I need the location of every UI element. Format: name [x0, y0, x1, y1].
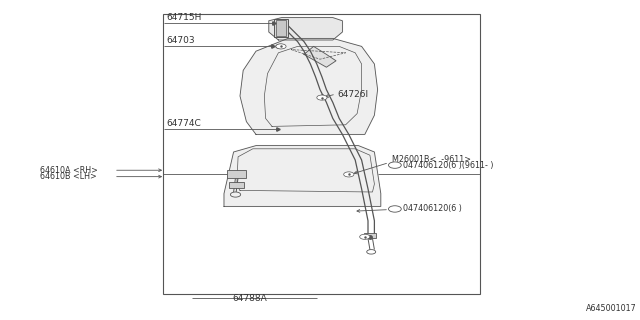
Text: 047406120(6 ): 047406120(6 ) [403, 204, 462, 213]
Polygon shape [224, 146, 381, 206]
Text: 64774C: 64774C [166, 119, 201, 128]
Circle shape [388, 162, 401, 168]
Bar [276, 20, 286, 36]
Text: 64726I: 64726I [337, 90, 369, 99]
Text: 64788A: 64788A [232, 294, 267, 303]
Text: M26001B<  -9611>: M26001B< -9611> [392, 155, 470, 164]
Bar [229, 182, 244, 188]
Text: S: S [393, 206, 397, 212]
Bar [163, 14, 480, 294]
Bar [274, 19, 288, 37]
Text: 64715H: 64715H [166, 13, 202, 22]
Circle shape [276, 44, 285, 49]
Circle shape [317, 95, 327, 100]
Polygon shape [304, 46, 336, 67]
Text: 64610A <RH>: 64610A <RH> [40, 166, 98, 175]
Text: 047406120(6 )(9611- ): 047406120(6 )(9611- ) [403, 161, 493, 170]
Text: 64703: 64703 [166, 36, 195, 45]
Text: 64610B <LH>: 64610B <LH> [40, 172, 97, 181]
Bar [364, 233, 376, 238]
Polygon shape [269, 18, 342, 40]
Polygon shape [240, 38, 378, 134]
Text: S: S [393, 163, 397, 168]
Text: A645001017: A645001017 [586, 304, 637, 313]
Circle shape [388, 206, 401, 212]
Bar [227, 170, 246, 178]
Circle shape [360, 234, 370, 239]
Circle shape [276, 44, 286, 49]
Circle shape [344, 172, 354, 177]
